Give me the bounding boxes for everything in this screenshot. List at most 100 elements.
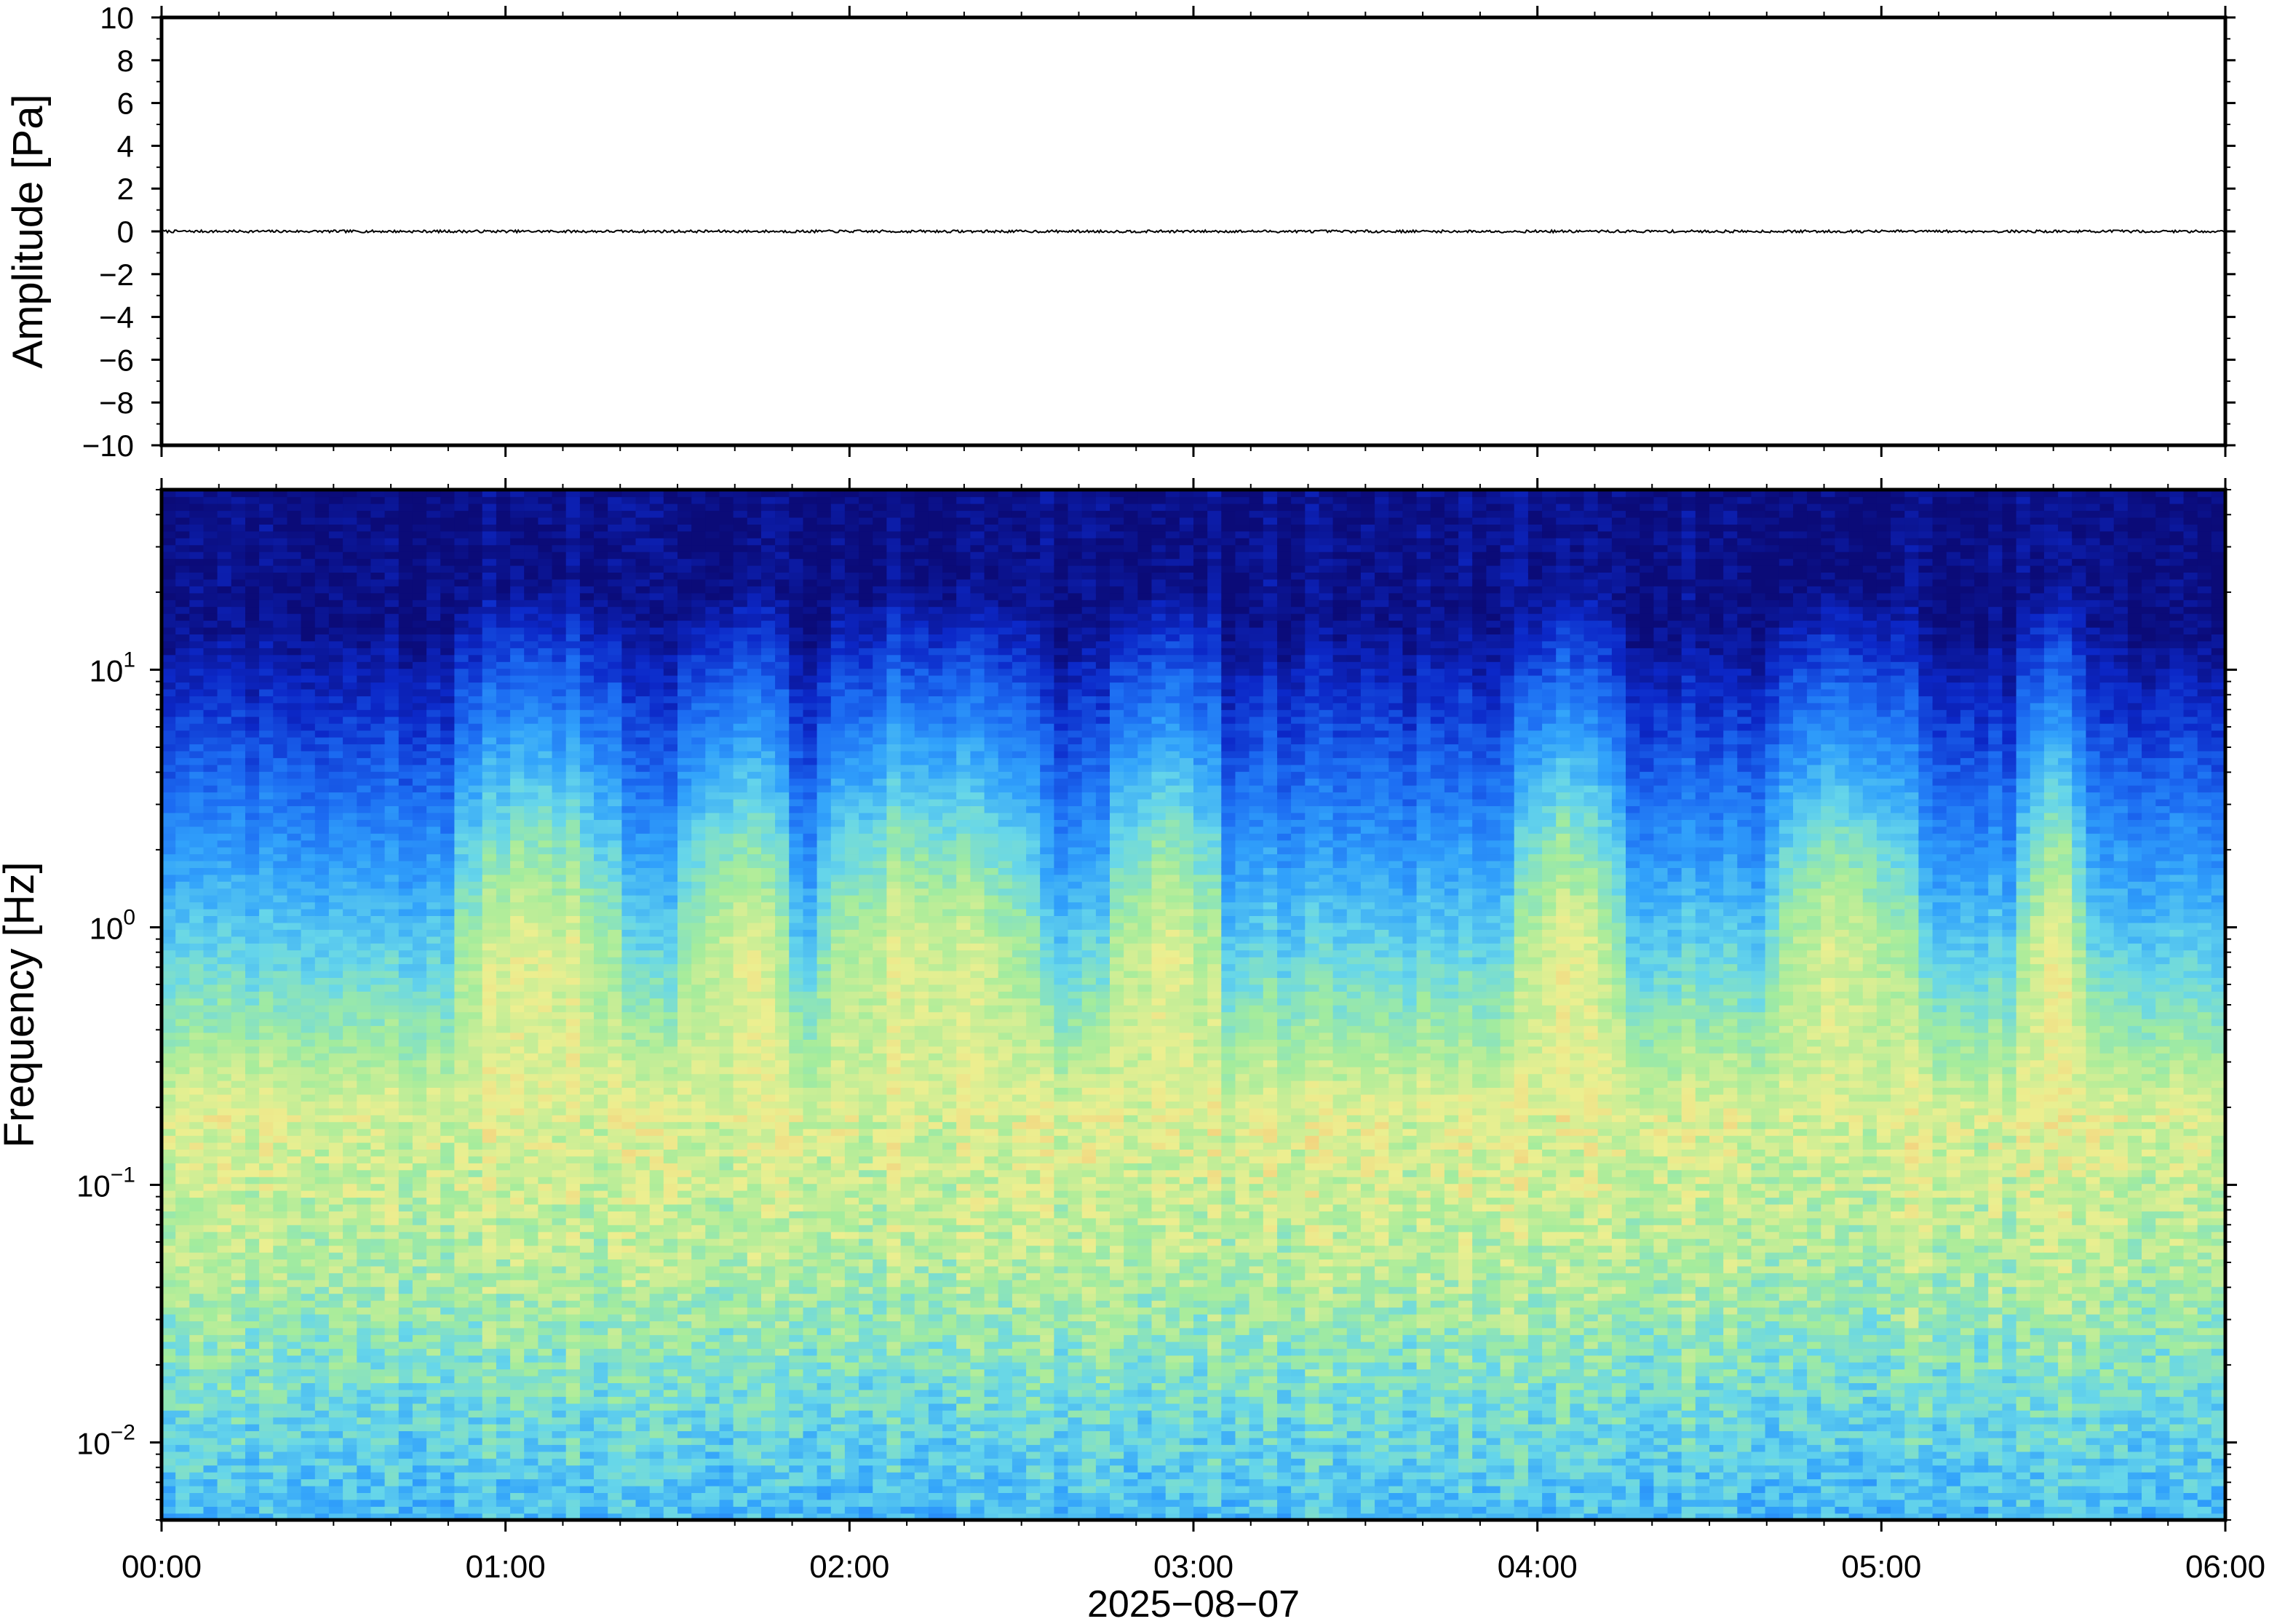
spectrogram-cell [328, 661, 343, 669]
spectrogram-cell [273, 1149, 288, 1157]
spectrogram-cell [412, 846, 427, 855]
spectrogram-cell [482, 572, 497, 580]
spectrogram-cell [468, 1094, 483, 1102]
spectrogram-cell [398, 1423, 413, 1431]
spectrogram-cell [343, 620, 358, 628]
spectrogram-cell [440, 943, 456, 951]
spectrogram-cell [524, 915, 539, 923]
spectrogram-cell [510, 771, 525, 779]
spectrogram-cell [496, 1005, 511, 1013]
spectrogram-cell [440, 1273, 456, 1281]
spectrogram-cell [162, 1299, 176, 1308]
spectrogram-cell [287, 1053, 302, 1061]
spectrogram-cell [175, 757, 191, 765]
spectrogram-cell [231, 1361, 246, 1370]
spectrogram-cell [552, 606, 567, 614]
spectrogram-cell [454, 1430, 469, 1438]
spectrogram-cell [245, 860, 260, 868]
spectrogram-cell [594, 1465, 608, 1473]
spectrogram-cell [440, 977, 456, 985]
spectrogram-cell [552, 1005, 567, 1013]
spectrogram-cell [426, 530, 442, 538]
spectrogram-cell [608, 1094, 623, 1102]
spectrogram-cell [314, 1067, 330, 1075]
spectrogram-cell [301, 1142, 316, 1150]
spectrogram-cell [217, 757, 232, 765]
spectrogram-cell [552, 1396, 567, 1404]
spectrogram-cell [162, 1149, 176, 1157]
spectrogram-cell [398, 668, 413, 676]
spectrogram-cell [510, 1321, 525, 1329]
spectrogram-cell [245, 1471, 260, 1480]
spectrogram-cell [217, 915, 232, 923]
spectrogram-cell [552, 1087, 567, 1095]
spectrogram-cell [328, 1485, 343, 1493]
spectrogram-cell [440, 1135, 456, 1143]
spectrogram-cell [314, 600, 330, 608]
spectrogram-cell [440, 1375, 456, 1383]
spectrogram-cell [552, 634, 567, 642]
spectrogram-cell [524, 565, 539, 573]
spectrogram-cell [314, 1155, 330, 1163]
spectrogram-cell [273, 1053, 288, 1061]
spectrogram-cell [440, 1101, 456, 1109]
spectrogram-cell [398, 1128, 413, 1137]
spectrogram-cell [426, 998, 442, 1006]
spectrogram-cell [538, 1217, 553, 1225]
spectrogram-cell [538, 1190, 553, 1198]
spectrogram-cell [496, 496, 511, 504]
spectrogram-cell [524, 1238, 539, 1246]
spectrogram-cell [328, 1375, 343, 1383]
spectrogram-cell [203, 530, 218, 538]
spectrogram-cell [524, 1005, 539, 1013]
spectrogram-cell [273, 1444, 288, 1452]
spectrogram-cell [287, 750, 302, 758]
spectrogram-cell [468, 1225, 483, 1233]
spectrogram-cell [287, 956, 302, 965]
spectrogram-cell [510, 552, 525, 560]
spectrogram-cell [398, 1080, 413, 1088]
spectrogram-cell [482, 1259, 497, 1267]
spectrogram-cell [203, 517, 218, 525]
spectrogram-cell [552, 1121, 567, 1129]
spectrogram-cell [259, 1279, 274, 1287]
spectrogram-cell [245, 1177, 260, 1185]
spectrogram-cell [314, 833, 330, 841]
spectrogram-cell [384, 757, 400, 765]
spectrogram-cell [524, 778, 539, 786]
spectrogram-cell [314, 1115, 330, 1123]
spectrogram-cell [259, 750, 274, 758]
spectrogram-cell [328, 1094, 343, 1102]
spectrogram-cell [412, 1485, 427, 1493]
spectrogram-cell [510, 833, 525, 841]
spectrogram-cell [203, 1245, 218, 1253]
spectrogram-cell [384, 1465, 400, 1473]
spectrogram-cell [454, 1094, 469, 1102]
spectrogram-cell [454, 1203, 469, 1211]
spectrogram-cell [398, 1293, 413, 1301]
spectrogram-cell [287, 1417, 302, 1425]
spectrogram-cell [384, 490, 400, 498]
spectrogram-cell [287, 1307, 302, 1315]
spectrogram-cell [538, 538, 553, 546]
spectrogram-cell [538, 1169, 553, 1177]
spectrogram-cell [426, 1423, 442, 1431]
spectrogram-cell [357, 1279, 372, 1287]
spectrogram-cell [565, 668, 581, 676]
spectrogram-cell [594, 1403, 608, 1411]
spectrogram-cell [496, 634, 511, 642]
spectrogram-cell [398, 750, 413, 758]
spectrogram-cell [343, 1375, 358, 1383]
waveform-y-tick-label: 2 [117, 172, 134, 206]
spectrogram-cell [496, 874, 511, 882]
spectrogram-cell [203, 1231, 218, 1239]
spectrogram-cell [189, 812, 204, 820]
spectrogram-cell [189, 648, 204, 656]
spectrogram-cell [217, 1211, 232, 1219]
spectrogram-cell [343, 771, 358, 779]
spectrogram-cell [259, 908, 274, 916]
spectrogram-cell [426, 1183, 442, 1191]
spectrogram-cell [454, 963, 469, 971]
spectrogram-cell [426, 943, 442, 951]
